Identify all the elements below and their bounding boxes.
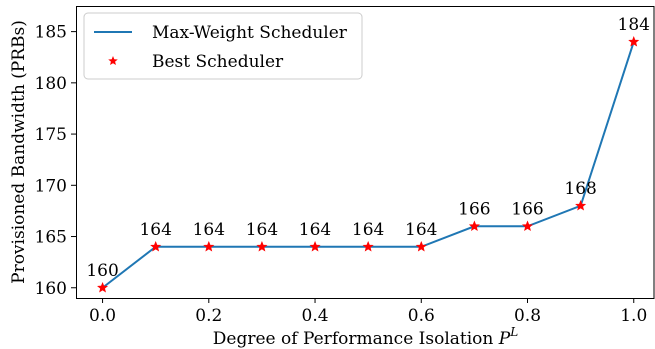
data-point-best <box>575 199 587 211</box>
data-label: 166 <box>511 199 543 219</box>
y-tick-label: 170 <box>35 176 67 196</box>
data-point-best <box>628 36 640 47</box>
x-axis-label-superscript: L <box>509 325 518 339</box>
y-axis-label: Provisioned Bandwidth (PRBs) <box>9 20 29 284</box>
x-axis-label-symbol: P <box>498 329 511 349</box>
data-point-best <box>521 220 534 231</box>
x-axis-ticks: 0.0 0.2 0.4 0.6 0.8 1.0 <box>89 298 647 326</box>
data-point-best <box>150 240 162 252</box>
legend-entry-max-weight: Max-Weight Scheduler <box>152 23 348 43</box>
data-label: 164 <box>352 220 384 240</box>
legend-entry-best: Best Scheduler <box>152 52 284 72</box>
x-axis-label: Degree of Performance Isolation PL <box>213 325 518 349</box>
x-tick-label: 1.0 <box>620 306 647 326</box>
x-axis-label-text: Degree of Performance Isolation <box>213 329 499 349</box>
data-label: 166 <box>458 199 490 219</box>
plot-area-frame <box>76 6 655 299</box>
x-tick-label: 0.0 <box>89 306 116 326</box>
legend: Max-Weight Scheduler Best Scheduler <box>83 12 363 80</box>
x-tick-label: 0.8 <box>514 306 541 326</box>
data-label: 160 <box>86 261 118 281</box>
data-label: 164 <box>246 220 278 240</box>
data-point-best <box>362 240 374 252</box>
series-points-group <box>97 36 640 293</box>
data-point-best <box>203 240 215 252</box>
data-point-best <box>309 240 321 252</box>
x-tick-label: 0.2 <box>195 306 222 326</box>
x-tick-label: 0.6 <box>408 306 435 326</box>
data-label: 164 <box>193 220 225 240</box>
x-tick-label: 0.4 <box>302 306 329 326</box>
legend-box <box>83 12 363 80</box>
data-point-best <box>468 220 480 231</box>
legend-star-swatch <box>108 56 118 66</box>
data-label: 164 <box>299 220 331 240</box>
data-label: 164 <box>405 220 437 240</box>
y-tick-label: 175 <box>35 125 67 145</box>
data-label: 164 <box>139 220 171 240</box>
y-axis-ticks: 160 165 170 175 180 185 <box>35 23 76 299</box>
y-tick-label: 185 <box>35 23 67 43</box>
data-point-best <box>415 240 427 252</box>
y-tick-label: 160 <box>35 279 67 299</box>
data-labels-group: 160 164 164 164 164 164 164 166 166 168 184 <box>86 15 650 281</box>
data-label: 184 <box>618 15 650 35</box>
data-point-best <box>256 240 268 252</box>
data-point-best <box>97 281 109 293</box>
y-tick-label: 165 <box>35 228 67 248</box>
y-tick-label: 180 <box>35 74 67 94</box>
data-label: 168 <box>564 179 596 199</box>
